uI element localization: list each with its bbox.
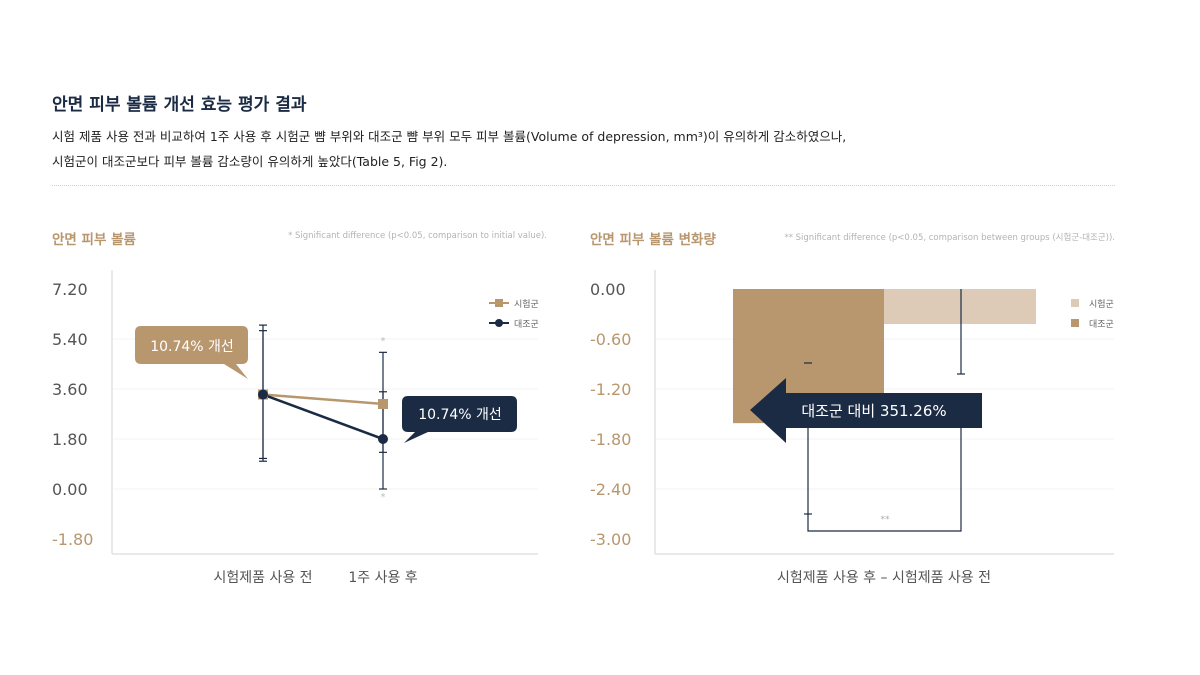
chart2-ytick-label: -0.60	[590, 330, 631, 349]
chart1-ytick-label: 5.40	[52, 330, 88, 349]
chart1-xtick-label: 1주 사용 후	[348, 570, 417, 586]
chart2-note: ** Significant difference (p<0.05, compa…	[784, 233, 1115, 243]
chart1-xtick-label: 시험제품 사용 전	[213, 570, 312, 586]
chart2-significance-bracket	[807, 420, 962, 532]
chart1-legend-label: 시험군	[514, 299, 539, 310]
chart1-ytick-label: 3.60	[52, 380, 88, 399]
chart2-ytick-label: -1.80	[590, 430, 631, 449]
chart1-legend-marker	[495, 319, 503, 327]
chart2-ytick-label: -2.40	[590, 480, 631, 499]
description-line-1: 시험 제품 사용 전과 비교하여 1주 사용 후 시험군 뺨 부위와 대조군 뺨…	[52, 129, 847, 144]
chart1-ytick-label: 7.20	[52, 280, 88, 299]
chart2-legend-swatch-control	[1071, 319, 1079, 327]
chart2-legend-label: 시험군	[1089, 299, 1114, 310]
chart2-ytick-label: -3.00	[590, 530, 631, 549]
chart2-title: 안면 피부 볼륨 변화량	[590, 232, 716, 248]
chart2-bar-test	[884, 289, 1036, 324]
chart1-callout-text: 10.74% 개선	[150, 339, 234, 355]
chart2-significance-mark: **	[881, 515, 891, 525]
section-divider	[52, 185, 1115, 186]
chart1-significance-mark: *	[381, 336, 386, 347]
chart1-point-control	[258, 389, 268, 400]
chart1-note: * Significant difference (p<0.05, compar…	[288, 231, 547, 241]
description-line-2: 시험군이 대조군보다 피부 볼륨 감소량이 유의하게 높았다(Table 5, …	[52, 154, 448, 169]
chart2-ytick-label: -1.20	[590, 380, 631, 399]
chart1-significance-mark: *	[381, 492, 386, 503]
chart1-legend-marker	[495, 299, 503, 307]
chart1-ytick-label: 0.00	[52, 480, 88, 499]
chart2-legend-label: 대조군	[1089, 319, 1114, 330]
chart1-series-line-control	[262, 393, 384, 441]
chart2-ytick-label: 0.00	[590, 280, 626, 299]
chart2-x-axis-label: 시험제품 사용 후 – 시험제품 사용 전	[777, 570, 991, 586]
chart1-callout-text: 10.74% 개선	[418, 407, 502, 423]
chart1-series-line-test	[262, 393, 384, 406]
page-title: 안면 피부 볼륨 개선 효능 평가 결과	[52, 95, 307, 115]
chart2-legend-swatch-test	[1071, 299, 1079, 307]
chart2-callout-arrow	[750, 378, 982, 443]
chart1-ytick-label: -1.80	[52, 530, 93, 549]
chart1-title: 안면 피부 볼륨	[52, 232, 136, 248]
chart1-point-test	[378, 399, 388, 409]
chart1-callout-bubble-test	[135, 326, 248, 379]
chart1-ytick-label: 1.80	[52, 430, 88, 449]
chart2-callout-text: 대조군 대비 351.26%	[801, 402, 946, 420]
chart1-legend-label: 대조군	[514, 319, 539, 330]
chart1-callout-bubble-control	[402, 396, 517, 443]
chart1-point-control	[378, 434, 388, 444]
